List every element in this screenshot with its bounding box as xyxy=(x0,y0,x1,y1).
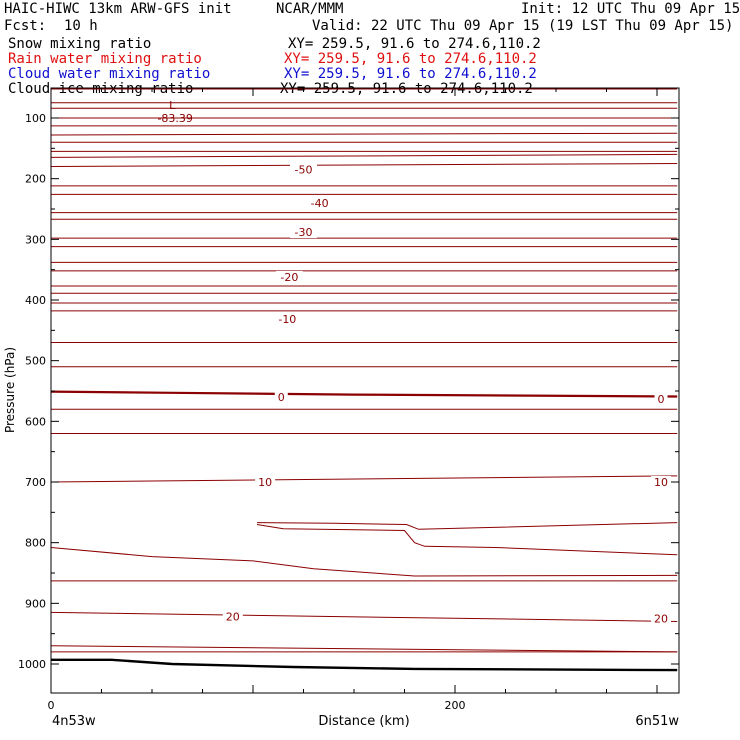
snow-field-name: Snow mixing ratio xyxy=(8,36,152,52)
y-tick-label: 900 xyxy=(25,597,46,610)
isotherm-line xyxy=(50,153,678,158)
forecast-label: Fcst: xyxy=(4,18,47,34)
forecast-hours: 10 h xyxy=(64,18,98,34)
org-label: NCAR/MMM xyxy=(276,1,344,17)
y-tick-label: 300 xyxy=(25,233,46,246)
contour-label: 20 xyxy=(226,611,240,624)
y-tick-label: 800 xyxy=(25,537,46,550)
terrain-surface xyxy=(51,658,678,672)
contour-label-bg xyxy=(255,476,276,488)
cloud-water-field-name: Cloud water mixing ratio xyxy=(8,66,211,82)
left-endpoint-label: 4n53w xyxy=(52,714,96,729)
contour-label: -50 xyxy=(295,164,313,177)
contour-label-bg xyxy=(651,476,672,488)
y-tick-label: 700 xyxy=(25,476,46,489)
snow-field-xy: XY= 259.5, 91.6 to 274.6,110.2 xyxy=(288,36,541,52)
y-tick-label: 600 xyxy=(25,415,46,428)
contour-label: 0 xyxy=(278,391,285,404)
cloud-water-field-xy: XY= 259.5, 91.6 to 274.6,110.2 xyxy=(284,66,537,82)
contour-label-bg xyxy=(651,612,672,625)
y-tick-label: 500 xyxy=(25,355,46,368)
contour-labels: -50 -40 -30 -20 -10 0 0 10 10 20 20 L-83.39 xyxy=(157,99,672,626)
contour-label-bg xyxy=(290,163,317,176)
warm-isotherm-line xyxy=(256,522,678,530)
contour-label-bg xyxy=(274,391,288,404)
isotherm-contours xyxy=(50,88,678,653)
x-axis: 0 200 xyxy=(48,88,658,712)
isotherm-line xyxy=(50,163,678,167)
model-title: HAIC-HIWC 13km ARW-GFS init xyxy=(4,1,232,17)
warm-isotherm-line xyxy=(256,524,678,556)
contour-label: -40 xyxy=(311,197,329,210)
low-symbol: L xyxy=(169,99,176,112)
x-axis-label: Distance (km) xyxy=(318,714,409,729)
init-time: Init: 12 UTC Thu 09 Apr 15 xyxy=(521,1,740,17)
isotherm-line xyxy=(50,475,678,483)
x-tick-label: 0 xyxy=(48,699,55,712)
terrain-line xyxy=(51,658,678,672)
contour-label: -20 xyxy=(280,271,298,284)
y-tick-label: 400 xyxy=(25,294,46,307)
warm-isotherm-line xyxy=(50,611,678,622)
contour-label-bg xyxy=(654,392,668,405)
y-tick-label: 100 xyxy=(25,112,46,125)
warm-isotherm-line xyxy=(50,547,678,577)
contour-label-bg xyxy=(290,226,317,239)
right-endpoint-label: 6n51w xyxy=(635,714,679,729)
contour-label: -10 xyxy=(278,313,296,326)
rain-field-xy: XY= 259.5, 91.6 to 274.6,110.2 xyxy=(284,51,537,67)
low-value: -83.39 xyxy=(157,112,192,125)
contour-label-bg xyxy=(222,610,243,623)
valid-time: Valid: 22 UTC Thu 09 Apr 15 (19 LST Thu … xyxy=(312,18,734,34)
contour-label: 10 xyxy=(258,476,272,489)
contour-label-bg xyxy=(275,270,303,283)
contour-label: 0 xyxy=(658,393,665,406)
plot-frame xyxy=(50,87,680,694)
contour-label: 10 xyxy=(654,476,668,489)
zero-isotherm-line xyxy=(50,390,678,398)
contour-label-bg xyxy=(273,312,301,325)
rain-field-name: Rain water mixing ratio xyxy=(8,51,202,67)
warm-isotherm-line xyxy=(50,645,678,653)
x-tick-label: 200 xyxy=(445,699,466,712)
contour-label: 20 xyxy=(654,613,668,626)
y-tick-label: 200 xyxy=(25,173,46,186)
contour-label-bg xyxy=(306,196,334,209)
contour-label: -30 xyxy=(295,226,313,239)
y-axis-label: Pressure (hPa) xyxy=(3,347,17,433)
isotherm-line xyxy=(50,132,678,136)
y-tick-label: 1000 xyxy=(18,658,46,671)
